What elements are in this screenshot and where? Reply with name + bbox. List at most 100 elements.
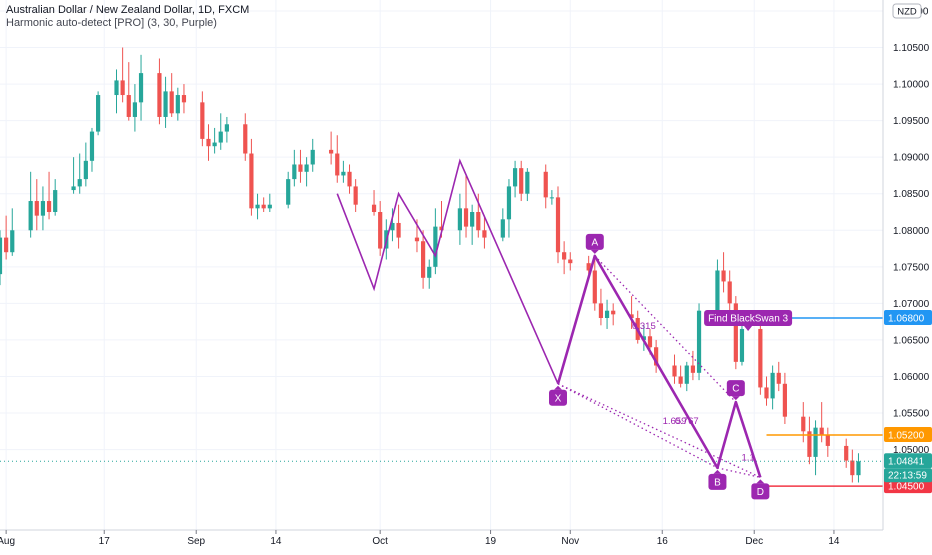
point-text: B (714, 477, 721, 488)
candle (654, 339, 659, 373)
candle (138, 54, 144, 121)
candle (53, 179, 58, 216)
candle-body (34, 201, 39, 216)
currency-badge-text: NZD (897, 7, 917, 18)
candle-body (672, 365, 677, 377)
candle (224, 116, 229, 143)
candle-body (592, 270, 597, 304)
chart-title: Australian Dollar / New Zealand Dollar, … (6, 4, 250, 16)
candle (96, 91, 101, 136)
point-badge (549, 389, 568, 406)
candle (592, 259, 597, 311)
price-tick-label: 1.05500 (893, 409, 930, 420)
candle (286, 171, 291, 209)
point-pointer (713, 469, 722, 474)
candle (181, 84, 187, 114)
point-badge (708, 473, 727, 490)
price-tick-label: 1.06000 (893, 372, 930, 383)
candle (727, 270, 732, 311)
candle-body (378, 212, 383, 249)
time-tick-label: Dec (745, 536, 763, 547)
candle (825, 427, 830, 457)
candle (555, 186, 561, 264)
candle (4, 215, 9, 260)
pattern-tag-badge (704, 310, 793, 326)
time-tick-label: 14 (828, 536, 840, 547)
candle-body (347, 171, 352, 187)
candle (421, 230, 426, 289)
candle (114, 69, 119, 114)
candle-body (463, 208, 469, 227)
time-tick-label: Nov (561, 536, 579, 547)
candle (341, 160, 346, 183)
point-pointer (756, 479, 765, 484)
pattern-name-tag: Find BlackSwan 3 (704, 310, 793, 331)
candle (427, 259, 432, 289)
candle-body (175, 95, 180, 114)
candle-body (470, 212, 475, 227)
candle (543, 164, 548, 209)
candle-body (506, 186, 512, 220)
candle-body (341, 171, 346, 176)
candle-body (89, 131, 95, 161)
countdown-bg (884, 468, 932, 483)
candle (10, 208, 15, 256)
price-tick-label: 1.07000 (893, 299, 930, 310)
candle (83, 142, 88, 187)
candle-body (255, 204, 260, 209)
candle (353, 179, 358, 212)
candle-body (114, 80, 119, 96)
candle (801, 402, 806, 443)
candle (71, 157, 76, 194)
candle (678, 365, 683, 388)
candle-body (40, 201, 46, 216)
candle-body (292, 164, 297, 180)
candle (163, 76, 168, 128)
candle-body (286, 179, 291, 205)
candle (856, 453, 861, 483)
candle-body (138, 73, 144, 103)
candle-body (733, 303, 738, 362)
candle-body (654, 347, 659, 366)
candle-body (163, 91, 168, 117)
candle-body (126, 95, 131, 117)
price-axis: 1.110001.105001.100001.095001.090001.085… (882, 0, 932, 530)
indicator-title: Harmonic auto-detect [PRO] (3, 30, Purpl… (6, 17, 217, 29)
candle (598, 288, 604, 326)
ratio-line (557, 383, 718, 469)
candle-body (371, 204, 377, 212)
time-axis: Aug 17 Sep 14 Oct 19 Nov 16 Dec 14 (0, 529, 883, 547)
candle (120, 47, 125, 103)
candle-body (629, 314, 634, 318)
candle-body (224, 124, 229, 132)
candle-body (261, 204, 266, 209)
candle-body (396, 222, 401, 238)
candle-body (0, 237, 3, 275)
candle-body (353, 186, 358, 205)
candle-body (678, 376, 683, 384)
candle (611, 303, 616, 326)
price-tick-label: 1.06500 (893, 335, 930, 346)
last-price-badge-text: 1.04841 (888, 457, 925, 468)
candle (157, 58, 162, 125)
ratio-label: 0.315 (632, 321, 656, 332)
ratio-label: 1.1 (741, 453, 754, 464)
candle (764, 376, 769, 406)
candle (126, 62, 131, 121)
zigzag-line (336, 158, 559, 385)
candle (206, 124, 211, 161)
candle-body (813, 427, 818, 457)
candle (457, 193, 462, 245)
candle-body (482, 230, 487, 238)
candle-body (696, 310, 702, 373)
time-tick-label: 14 (270, 536, 282, 547)
candle (758, 321, 763, 395)
point-text: D (757, 487, 764, 498)
candle (89, 127, 95, 172)
candle (629, 296, 634, 329)
candle (733, 296, 738, 370)
candle-body (727, 281, 732, 304)
